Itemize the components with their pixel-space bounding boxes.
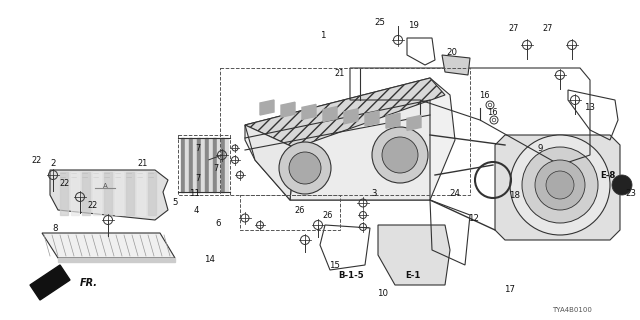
Text: 17: 17 — [504, 285, 515, 294]
Polygon shape — [290, 95, 430, 200]
Circle shape — [372, 127, 428, 183]
Text: 23: 23 — [625, 188, 637, 197]
Text: 22: 22 — [32, 156, 42, 164]
Polygon shape — [197, 138, 200, 192]
Polygon shape — [42, 233, 175, 258]
Text: 20: 20 — [447, 47, 458, 57]
Polygon shape — [407, 116, 421, 131]
Text: 10: 10 — [378, 289, 388, 298]
Polygon shape — [209, 138, 212, 192]
Polygon shape — [260, 100, 274, 115]
Text: E-8: E-8 — [600, 171, 616, 180]
Text: B-1-5: B-1-5 — [338, 270, 364, 279]
Circle shape — [546, 171, 574, 199]
Polygon shape — [71, 172, 79, 215]
Polygon shape — [213, 138, 216, 192]
Text: 18: 18 — [509, 190, 520, 199]
Text: 26: 26 — [323, 211, 333, 220]
Polygon shape — [281, 102, 295, 117]
Text: 7: 7 — [213, 164, 219, 172]
Polygon shape — [378, 225, 450, 285]
Polygon shape — [137, 172, 145, 215]
Text: A: A — [102, 183, 108, 189]
Text: 21: 21 — [138, 158, 148, 167]
Polygon shape — [302, 104, 316, 119]
Polygon shape — [205, 138, 208, 192]
Polygon shape — [245, 78, 455, 200]
Text: 16: 16 — [487, 108, 497, 116]
Polygon shape — [221, 138, 224, 192]
Polygon shape — [225, 138, 228, 192]
Text: 1: 1 — [320, 30, 326, 39]
Polygon shape — [58, 258, 175, 262]
Circle shape — [510, 135, 610, 235]
Text: 3: 3 — [371, 188, 377, 197]
Polygon shape — [344, 109, 358, 124]
Text: 22: 22 — [88, 201, 98, 210]
Text: 27: 27 — [509, 23, 519, 33]
Polygon shape — [245, 125, 295, 200]
Text: 19: 19 — [408, 20, 419, 29]
Text: 5: 5 — [172, 197, 178, 206]
Text: 7: 7 — [195, 143, 200, 153]
Polygon shape — [60, 172, 68, 215]
Text: 7: 7 — [195, 173, 200, 182]
Text: 15: 15 — [330, 260, 340, 269]
Polygon shape — [442, 55, 470, 75]
Polygon shape — [50, 170, 168, 220]
Text: 11: 11 — [189, 188, 200, 197]
Circle shape — [279, 142, 331, 194]
Polygon shape — [30, 265, 70, 300]
Circle shape — [382, 137, 418, 173]
Text: 24: 24 — [449, 188, 461, 197]
Polygon shape — [93, 172, 101, 215]
Circle shape — [612, 175, 632, 195]
Polygon shape — [181, 138, 184, 192]
Polygon shape — [201, 138, 204, 192]
Polygon shape — [126, 172, 134, 215]
Polygon shape — [82, 172, 90, 215]
Polygon shape — [386, 113, 400, 128]
Text: TYA4B0100: TYA4B0100 — [552, 307, 592, 313]
Polygon shape — [148, 172, 156, 215]
Polygon shape — [495, 135, 620, 240]
Text: 16: 16 — [479, 91, 489, 100]
Text: 22: 22 — [60, 179, 70, 188]
Polygon shape — [365, 111, 379, 126]
Text: FR.: FR. — [80, 278, 98, 288]
Text: 9: 9 — [538, 143, 543, 153]
Polygon shape — [115, 172, 123, 215]
Polygon shape — [104, 172, 112, 215]
Text: 12: 12 — [468, 213, 479, 222]
Text: 6: 6 — [215, 219, 221, 228]
Text: 4: 4 — [193, 205, 199, 214]
Circle shape — [535, 160, 585, 210]
Text: 13: 13 — [584, 102, 595, 111]
Polygon shape — [245, 78, 445, 148]
Text: 2: 2 — [51, 158, 56, 167]
Polygon shape — [193, 138, 196, 192]
Polygon shape — [217, 138, 220, 192]
Circle shape — [522, 147, 598, 223]
Polygon shape — [185, 138, 188, 192]
Text: 8: 8 — [52, 223, 58, 233]
Text: E-1: E-1 — [405, 270, 420, 279]
Polygon shape — [189, 138, 192, 192]
Text: 21: 21 — [335, 68, 345, 77]
Text: 26: 26 — [295, 205, 305, 214]
Circle shape — [289, 152, 321, 184]
Text: 27: 27 — [543, 23, 553, 33]
Text: 25: 25 — [374, 18, 385, 27]
Text: 14: 14 — [205, 255, 216, 265]
Polygon shape — [323, 107, 337, 122]
